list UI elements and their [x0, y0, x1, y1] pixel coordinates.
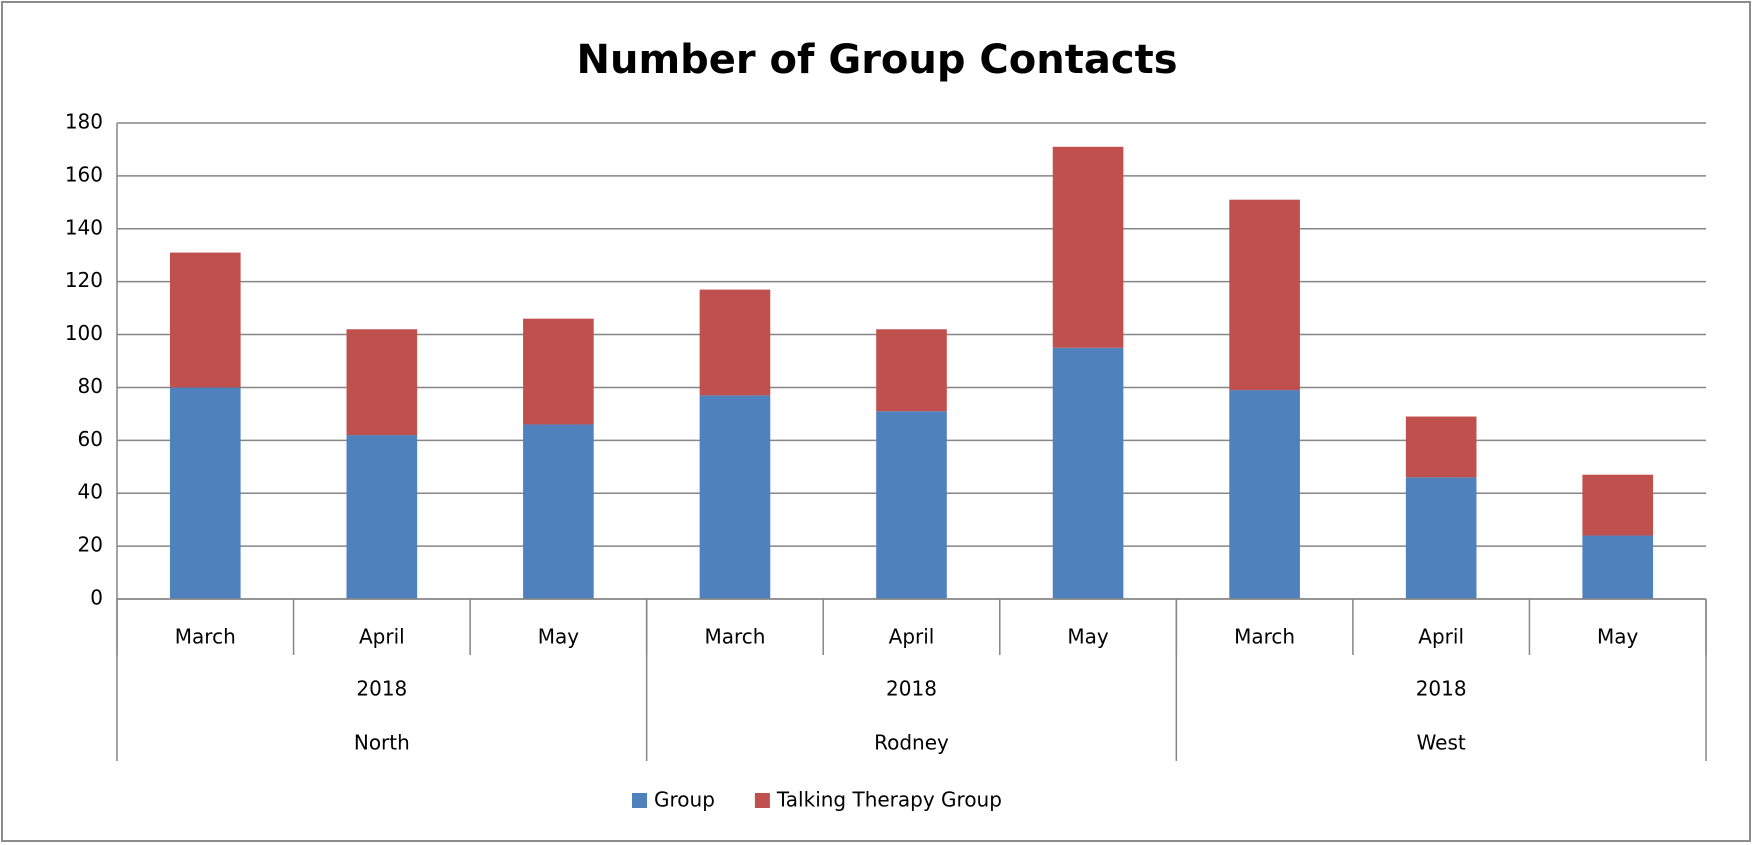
group-label: Rodney — [874, 731, 949, 755]
legend-swatch — [632, 793, 647, 808]
y-tick-label: 100 — [65, 321, 103, 345]
legend-label: Group — [654, 788, 715, 812]
y-tick-label: 20 — [78, 533, 103, 557]
legend-label: Talking Therapy Group — [776, 788, 1002, 812]
bar — [699, 289, 771, 396]
bar — [1405, 477, 1477, 599]
x-tick-label: March — [704, 625, 765, 649]
bar — [169, 387, 241, 599]
x-tick-label: April — [359, 625, 405, 649]
bar — [876, 411, 947, 599]
bar — [523, 318, 594, 425]
y-tick-label: 160 — [65, 162, 103, 186]
bar — [1229, 199, 1300, 391]
y-tick-label: 180 — [65, 110, 103, 134]
x-tick-label: March — [175, 625, 236, 649]
x-tick-label: April — [1418, 625, 1464, 649]
bar — [876, 329, 947, 412]
legend-swatch — [754, 793, 770, 808]
bar — [346, 435, 418, 599]
y-tick-label: 40 — [78, 480, 103, 504]
x-tick-label: March — [1234, 625, 1295, 649]
bar — [1052, 146, 1124, 348]
x-tick-label: April — [889, 625, 935, 649]
chart-title: Number of Group Contacts — [577, 37, 1178, 83]
bar — [169, 252, 241, 388]
bar — [1582, 535, 1654, 599]
bar — [1582, 474, 1654, 536]
bar — [1405, 416, 1477, 478]
group-label: West — [1417, 731, 1466, 755]
bar — [1229, 390, 1300, 599]
y-tick-label: 140 — [65, 215, 103, 239]
x-tick-label: May — [1597, 625, 1639, 649]
bar — [346, 329, 418, 436]
bar — [1052, 347, 1124, 599]
x-tick-label: May — [538, 625, 580, 649]
group-label: 2018 — [356, 677, 407, 701]
y-tick-label: 0 — [90, 586, 103, 610]
y-tick-label: 80 — [78, 374, 103, 398]
y-tick-label: 60 — [78, 427, 103, 451]
group-label: 2018 — [886, 677, 937, 701]
group-label: 2018 — [1416, 677, 1467, 701]
x-tick-label: May — [1067, 625, 1109, 649]
group-label: North — [354, 731, 410, 755]
bar — [699, 395, 771, 599]
y-tick-label: 120 — [65, 268, 103, 292]
bar — [523, 424, 594, 599]
